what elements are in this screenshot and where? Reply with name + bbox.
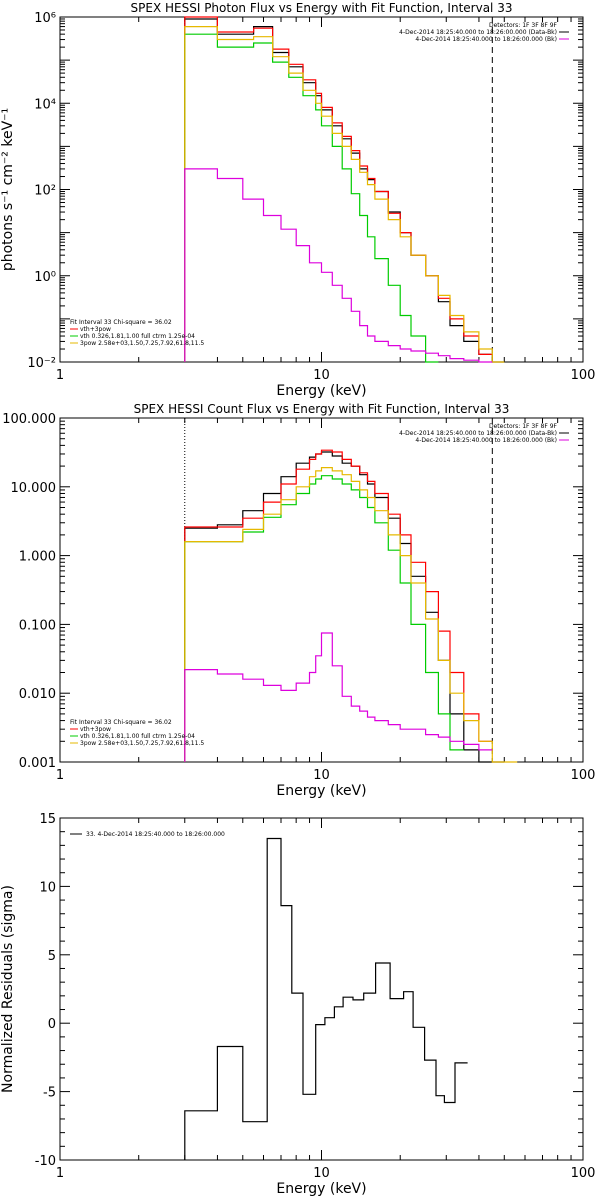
x-tick-label: 1 xyxy=(56,1166,64,1181)
legend-bottom-entry: 3pow 2.58e+03,1.50,7.25,7.92,61.8,11.5 xyxy=(80,740,204,747)
y-tick-label: 10⁻² xyxy=(27,356,56,371)
y-tick-label: 10 xyxy=(39,880,56,895)
x-tick-label: 100 xyxy=(571,368,596,383)
y-tick-label: -10 xyxy=(35,1154,56,1169)
y-tick-label: 0.001 xyxy=(19,756,56,771)
legend-top-entry: 4-Dec-2014 18:25:40.000 to 18:26:00.000 … xyxy=(415,36,557,43)
y-tick-label: -5 xyxy=(43,1086,56,1101)
y-axis-label: photons s⁻¹ cm⁻² keV⁻¹ xyxy=(0,108,16,271)
x-axis-label: Energy (keV) xyxy=(276,783,366,799)
x-tick-label: 10 xyxy=(313,1166,330,1181)
x-axis-label: Energy (keV) xyxy=(276,1181,366,1197)
y-tick-label: 5 xyxy=(48,949,56,964)
x-tick-label: 1 xyxy=(56,768,64,783)
y-tick-label: 15 xyxy=(39,812,56,827)
x-tick-label: 10 xyxy=(313,768,330,783)
legend-bottom-entry: vth 0.326,1.81,1.00 full ctrm 1.25e-04 xyxy=(80,733,195,740)
series-line-3 xyxy=(184,33,439,363)
chart-title: SPEX HESSI Photon Flux vs Energy with Fi… xyxy=(131,1,513,15)
legend-top-entry: 4-Dec-2014 18:25:40.000 to 18:26:00.000 … xyxy=(415,437,557,444)
y-tick-label: 0.010 xyxy=(19,687,56,702)
legend-bottom-entry: Fit Interval 33 Chi-square = 36.02 xyxy=(70,319,172,326)
y-tick-label: 10.000 xyxy=(11,481,57,496)
series-line-4 xyxy=(184,26,505,363)
y-axis-label: Normalized Residuals (sigma) xyxy=(0,885,16,1093)
legend-bottom-entry: vth 0.326,1.81,1.00 full ctrm 1.25e-04 xyxy=(80,333,195,340)
x-tick-label: 100 xyxy=(571,1166,596,1181)
series-line-1 xyxy=(184,18,505,363)
y-tick-label: 1.000 xyxy=(19,550,56,565)
plot-panel-2: SPEX HESSI Count Flux vs Energy with Fit… xyxy=(2,402,595,799)
x-tick-label: 10 xyxy=(313,368,330,383)
y-tick-label: 10² xyxy=(34,184,56,199)
legend-top-entry: Detectors: 1F 3F 8F 9F xyxy=(489,22,558,29)
series-line-5 xyxy=(184,168,493,363)
legend-bottom-entry: Fit Interval 33 Chi-square = 36.02 xyxy=(70,719,172,726)
series-line-4 xyxy=(184,467,518,763)
x-tick-label: 1 xyxy=(56,368,64,383)
y-tick-label: 100.000 xyxy=(2,412,56,427)
legend-top-entry: 4-Dec-2014 18:25:40.000 to 18:26:00.000 … xyxy=(399,29,557,36)
legend-bottom-entry: vth+3pow xyxy=(80,726,111,733)
series-line-2 xyxy=(184,449,493,762)
chart-title: SPEX HESSI Count Flux vs Energy with Fit… xyxy=(134,402,510,416)
legend-top-entry: Detectors: 1F 3F 8F 9F xyxy=(489,423,558,430)
legend-bottom-entry: vth+3pow xyxy=(80,326,111,333)
plot-panel-3: 1 10 100 Energy (keV) -10 -5 0 5 10 15 Normalized … xyxy=(0,812,595,1197)
y-tick-label: 0 xyxy=(48,1017,56,1032)
y-tick-label: 10⁴ xyxy=(34,97,56,112)
y-tick-label: 10⁶ xyxy=(34,11,56,26)
series-line-1 xyxy=(184,837,468,1160)
legend-bottom-entry: 3pow 2.58e+03,1.50,7.25,7.92,61.8,11.5 xyxy=(80,340,204,347)
x-tick-label: 100 xyxy=(571,768,596,783)
y-tick-label: 10⁰ xyxy=(34,270,56,285)
x-axis-label: Energy (keV) xyxy=(276,383,366,399)
legend-entry: 33. 4-Dec-2014 18:25:40.000 to 18:26:00.… xyxy=(86,831,225,838)
plot-panel-1: SPEX HESSI Photon Flux vs Energy with Fi… xyxy=(0,1,595,399)
legend-top-entry: 4-Dec-2014 18:25:40.000 to 18:26:00.000 … xyxy=(399,430,557,437)
y-tick-label: 0.100 xyxy=(19,618,56,633)
series-line-5 xyxy=(184,632,493,762)
series-line-3 xyxy=(184,475,464,762)
